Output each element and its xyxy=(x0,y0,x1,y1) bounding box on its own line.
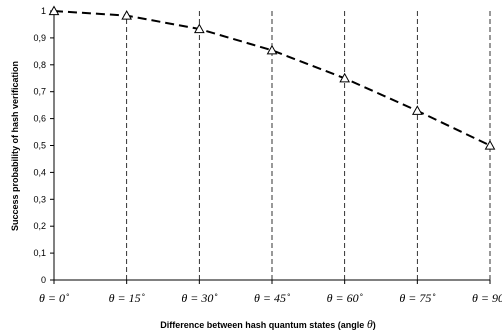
axes xyxy=(50,10,491,284)
y-tick-label: 0,7 xyxy=(33,87,46,97)
y-tick-label: 0,6 xyxy=(33,114,46,124)
data-markers xyxy=(48,5,496,150)
data-point xyxy=(339,72,351,83)
y-tick-label: 0,9 xyxy=(33,33,46,43)
x-tick-label: θ = 30˚ xyxy=(181,291,217,305)
y-tick-label: 0,1 xyxy=(33,248,46,258)
x-tick-label: θ = 45˚ xyxy=(254,291,290,305)
y-tick-label: 0,2 xyxy=(33,221,46,231)
y-axis-label: Success probability of hash verification xyxy=(10,61,20,231)
y-tick-label: 0,3 xyxy=(33,194,46,204)
y-tick-label: 0,5 xyxy=(33,141,46,151)
x-tick-label: θ = 75˚ xyxy=(399,291,435,305)
x-tick-label: θ = 90˚ xyxy=(472,291,502,305)
data-point xyxy=(48,5,60,16)
data-point xyxy=(266,44,278,55)
y-tick-labels: 0 0,1 0,2 0,3 0,4 0,5 0,6 0,7 0,8 0,9 1 xyxy=(33,6,46,285)
y-tick-label: 0,8 xyxy=(33,60,46,70)
data-point xyxy=(193,23,205,34)
data-point xyxy=(484,139,496,150)
y-tick-label: 0 xyxy=(41,275,46,285)
grid-lines xyxy=(126,11,491,280)
x-tick-labels: θ = 0˚ θ = 15˚ θ = 30˚ θ = 45˚ θ = 60˚ θ = 75… xyxy=(39,291,502,305)
y-tick-label: 1 xyxy=(41,6,46,16)
x-tick-label: θ = 0˚ xyxy=(39,291,69,305)
x-tick-label: θ = 15˚ xyxy=(109,291,145,305)
x-tick-label: θ = 60˚ xyxy=(327,291,363,305)
y-tick-label: 0,4 xyxy=(33,167,46,177)
data-point xyxy=(411,105,423,115)
data-point xyxy=(121,10,133,20)
x-axis-label: Difference between hash quantum states (… xyxy=(160,317,375,331)
